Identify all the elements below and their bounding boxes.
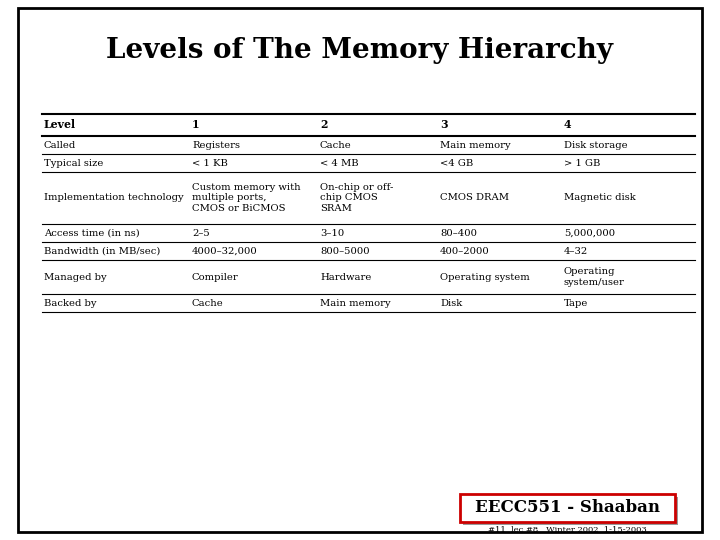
- Text: Operating system: Operating system: [440, 273, 530, 281]
- Text: Access time (in ns): Access time (in ns): [44, 228, 140, 238]
- Text: Managed by: Managed by: [44, 273, 107, 281]
- Text: Typical size: Typical size: [44, 159, 104, 167]
- Text: 4: 4: [564, 119, 572, 131]
- Text: Magnetic disk: Magnetic disk: [564, 193, 636, 202]
- Text: Main memory: Main memory: [320, 299, 391, 307]
- Text: Main memory: Main memory: [440, 140, 510, 150]
- Text: 400–2000: 400–2000: [440, 246, 490, 255]
- Text: Compiler: Compiler: [192, 273, 239, 281]
- Text: 1: 1: [192, 119, 199, 131]
- Text: Custom memory with
multiple ports,
CMOS or BiCMOS: Custom memory with multiple ports, CMOS …: [192, 183, 301, 213]
- Text: Disk: Disk: [440, 299, 462, 307]
- Text: 4–32: 4–32: [564, 246, 588, 255]
- Text: < 4 MB: < 4 MB: [320, 159, 359, 167]
- Text: 2–5: 2–5: [192, 228, 210, 238]
- Text: Operating
system/user: Operating system/user: [564, 267, 625, 287]
- Text: Level: Level: [44, 119, 76, 131]
- Text: 80–400: 80–400: [440, 228, 477, 238]
- Text: 3–10: 3–10: [320, 228, 344, 238]
- Text: Backed by: Backed by: [44, 299, 96, 307]
- Text: Registers: Registers: [192, 140, 240, 150]
- Text: <4 GB: <4 GB: [440, 159, 473, 167]
- Text: Cache: Cache: [320, 140, 352, 150]
- Text: Bandwidth (in MB/sec): Bandwidth (in MB/sec): [44, 246, 161, 255]
- Text: Cache: Cache: [192, 299, 224, 307]
- Text: On-chip or off-
chip CMOS
SRAM: On-chip or off- chip CMOS SRAM: [320, 183, 393, 213]
- Text: 800–5000: 800–5000: [320, 246, 369, 255]
- FancyBboxPatch shape: [460, 494, 675, 522]
- Text: 4000–32,000: 4000–32,000: [192, 246, 258, 255]
- Text: Disk storage: Disk storage: [564, 140, 628, 150]
- Text: 3: 3: [440, 119, 448, 131]
- Text: Levels of The Memory Hierarchy: Levels of The Memory Hierarchy: [107, 37, 613, 64]
- Text: > 1 GB: > 1 GB: [564, 159, 600, 167]
- Text: < 1 KB: < 1 KB: [192, 159, 228, 167]
- Text: CMOS DRAM: CMOS DRAM: [440, 193, 509, 202]
- Text: 5,000,000: 5,000,000: [564, 228, 615, 238]
- Text: #11  lec #8   Winter 2002  1-15-2003: #11 lec #8 Winter 2002 1-15-2003: [488, 526, 647, 534]
- Text: Called: Called: [44, 140, 76, 150]
- Text: Hardware: Hardware: [320, 273, 372, 281]
- Text: Implementation technology: Implementation technology: [44, 193, 184, 202]
- FancyBboxPatch shape: [18, 8, 702, 532]
- Text: Tape: Tape: [564, 299, 588, 307]
- Text: 2: 2: [320, 119, 328, 131]
- Text: EECC551 - Shaaban: EECC551 - Shaaban: [475, 500, 660, 516]
- FancyBboxPatch shape: [463, 497, 678, 525]
